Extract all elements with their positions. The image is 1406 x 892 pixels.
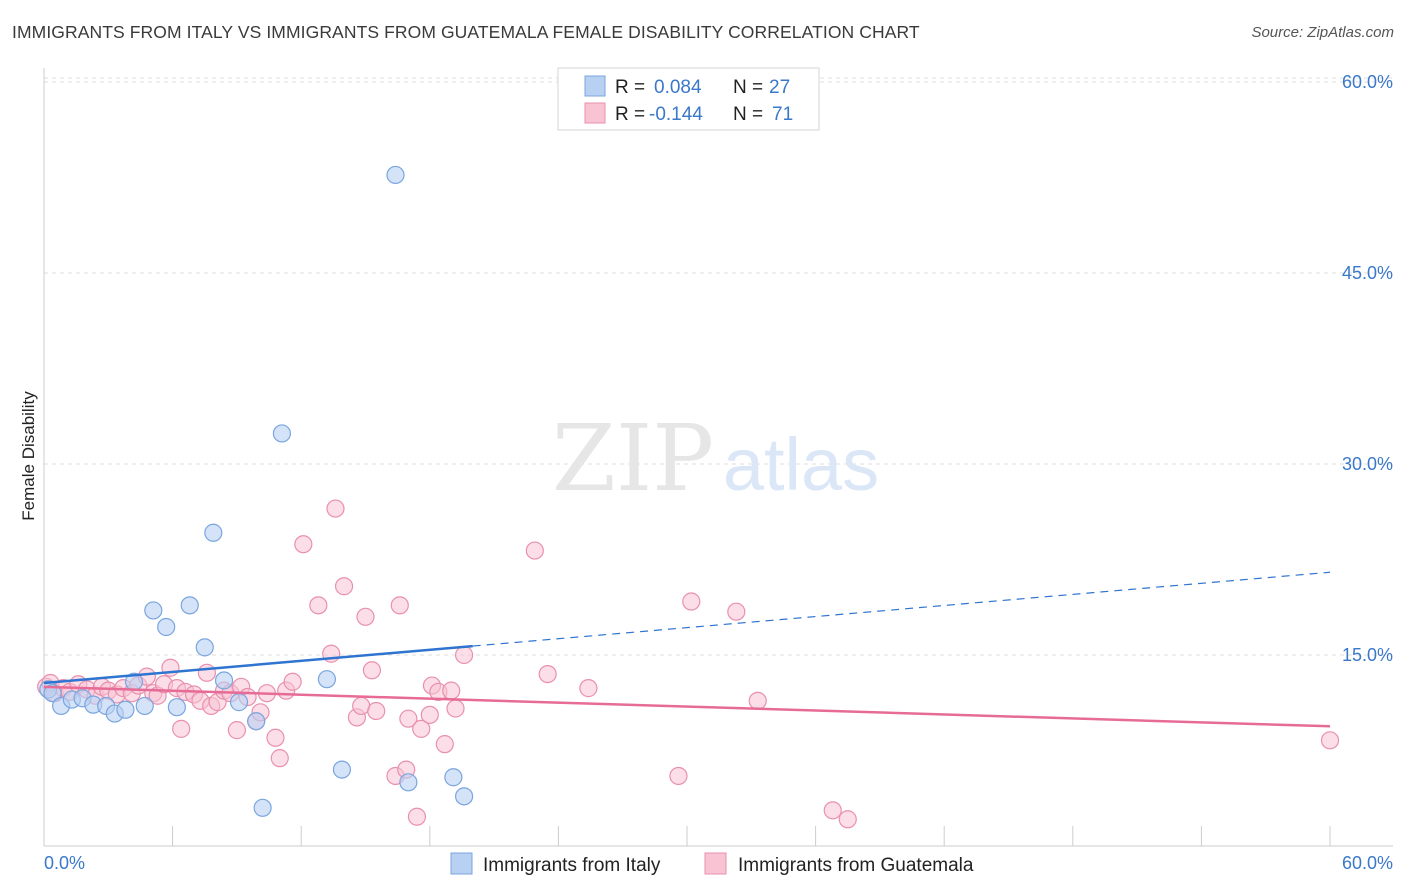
guatemala-point <box>326 499 345 518</box>
guatemala-point <box>446 699 465 718</box>
guatemala-point <box>309 596 328 615</box>
guatemala-point <box>579 679 598 698</box>
italy-point <box>317 670 337 689</box>
italy-point <box>180 596 199 615</box>
source-label: Source: ZipAtlas.com <box>1251 24 1394 41</box>
legend-bottom-label-italy: Immigrants from Italy <box>483 855 661 876</box>
watermark: ZIP atlas <box>552 405 879 512</box>
y-tick-labels: 15.0% 30.0% 45.0% 60.0% <box>1342 72 1393 665</box>
guatemala-point <box>748 691 767 710</box>
guatemala-point <box>682 592 701 611</box>
legend-swatch-italy <box>584 75 606 97</box>
legend-series: Immigrants from Italy Immigrants from Gu… <box>450 852 974 876</box>
chart-title: IMMIGRANTS FROM ITALY VS IMMIGRANTS FROM… <box>12 22 920 42</box>
italy-point <box>386 165 405 185</box>
legend-bottom-swatch-guatemala <box>704 852 727 875</box>
guatemala-point <box>538 664 557 684</box>
guatemala-point <box>367 701 386 721</box>
italy-point <box>272 424 292 443</box>
italy-points <box>39 165 474 817</box>
trend-lines <box>43 571 1331 728</box>
legend-bottom-label-guatemala: Immigrants from Guatemala <box>738 855 974 876</box>
italy-point <box>454 787 474 806</box>
guatemala-points <box>37 499 1340 829</box>
y-axis-label: Female Disability <box>19 391 38 521</box>
guatemala-point <box>334 577 354 596</box>
grid-lines <box>44 77 1393 656</box>
guatemala-point <box>362 661 382 680</box>
axes <box>43 68 1393 847</box>
guatemala-point <box>1320 731 1340 750</box>
guatemala-point <box>823 801 842 820</box>
guatemala-point <box>356 607 375 626</box>
y-tick-label-15: 15.0% <box>1342 645 1393 665</box>
guatemala-point <box>172 719 191 738</box>
italy-trend-line-extension <box>472 571 1331 647</box>
legend-r-value-italy: 0.084 <box>654 77 702 98</box>
guatemala-point <box>227 721 246 740</box>
italy-point <box>229 693 249 712</box>
italy-trend-line <box>43 644 473 685</box>
guatemala-point <box>669 766 688 786</box>
guatemala-point <box>407 807 427 826</box>
guatemala-point <box>197 663 216 682</box>
y-tick-label-60: 60.0% <box>1342 72 1393 92</box>
guatemala-point <box>270 749 289 768</box>
legend-r-value-guatemala: -0.144 <box>649 104 703 125</box>
italy-point <box>444 768 463 787</box>
guatemala-point <box>442 681 461 700</box>
italy-point <box>204 523 223 542</box>
italy-point <box>135 696 154 716</box>
legend-r-label-italy: R = <box>615 77 645 98</box>
italy-point <box>157 617 176 637</box>
italy-point <box>332 760 352 779</box>
guatemala-point <box>390 596 409 615</box>
italy-point <box>116 700 135 719</box>
italy-point <box>144 601 163 620</box>
italy-point <box>195 638 214 657</box>
legend-r-label-guatemala: R = <box>615 104 645 125</box>
guatemala-point <box>727 602 746 621</box>
watermark-atlas: atlas <box>723 423 879 506</box>
italy-point <box>247 712 266 731</box>
x-tick-label-min: 0.0% <box>44 853 85 873</box>
x-tick-label-max: 60.0% <box>1342 853 1393 873</box>
italy-point <box>253 798 272 817</box>
guatemala-point <box>525 541 544 560</box>
legend-n-label-guatemala: N = <box>733 104 763 125</box>
italy-point <box>214 671 234 690</box>
guatemala-point <box>838 810 857 829</box>
guatemala-point <box>399 709 418 728</box>
legend-n-value-guatemala: 71 <box>772 104 793 125</box>
legend-n-value-italy: 27 <box>769 77 790 98</box>
y-tick-label-45: 45.0% <box>1342 263 1393 283</box>
guatemala-trend-line <box>43 685 1331 728</box>
legend-bottom-swatch-italy <box>450 852 473 875</box>
italy-point <box>167 698 186 717</box>
guatemala-point <box>435 735 454 754</box>
guatemala-point <box>420 705 439 724</box>
y-tick-label-30: 30.0% <box>1342 454 1393 474</box>
legend-n-label-italy: N = <box>733 77 763 98</box>
guatemala-point <box>454 645 474 665</box>
guatemala-point <box>283 672 302 691</box>
italy-point <box>43 684 62 703</box>
guatemala-point <box>266 728 285 747</box>
legend-swatch-guatemala <box>584 102 606 124</box>
watermark-zip: ZIP <box>552 405 714 512</box>
italy-point <box>399 773 418 792</box>
guatemala-point <box>412 719 431 738</box>
guatemala-point <box>294 535 313 554</box>
legend-stats: R = 0.084 N = 27 R = -0.144 N = 71 <box>557 67 820 131</box>
